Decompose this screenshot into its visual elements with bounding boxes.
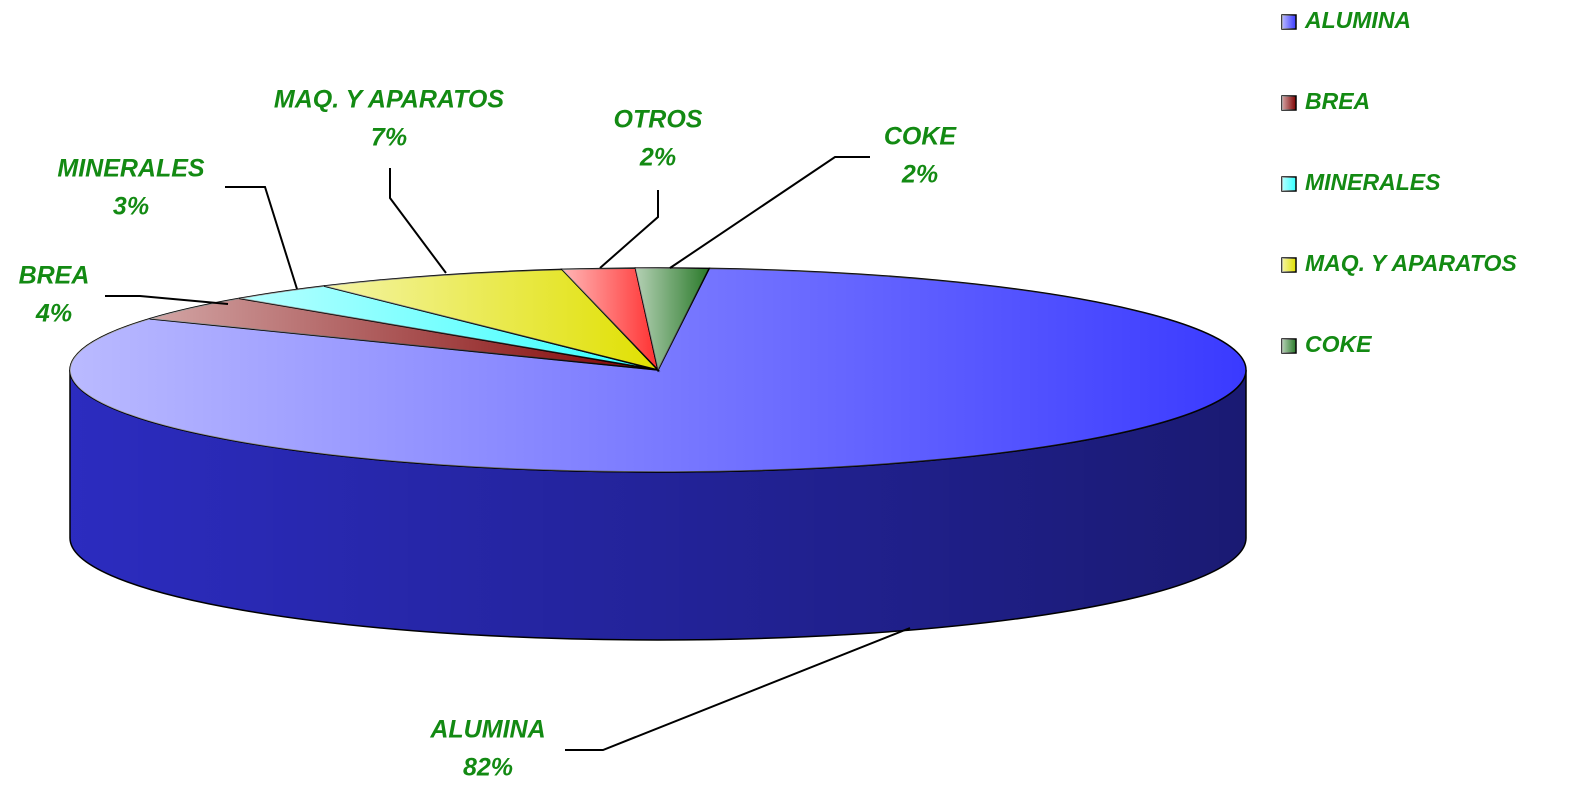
data-label-value: 4% (35, 300, 72, 328)
leader-line (599, 190, 659, 269)
data-label-name: MINERALES (57, 155, 205, 183)
legend-swatch-shine (1282, 177, 1296, 191)
leader-line (565, 627, 911, 751)
legend-label: MINERALES (1305, 169, 1441, 195)
legend-swatch-shine (1282, 339, 1296, 353)
leader-line (105, 295, 229, 305)
data-label-name: BREA (19, 262, 90, 290)
data-label-value: 2% (639, 144, 676, 172)
legend-label: BREA (1305, 88, 1370, 114)
slice-side-shade (70, 370, 1246, 640)
legend-swatch-shine (1282, 15, 1296, 29)
legend-label: COKE (1305, 331, 1372, 357)
slice-shine (149, 298, 659, 370)
slice-shine (239, 286, 659, 370)
data-label-value: 82% (463, 754, 513, 782)
data-label-name: ALUMINA (429, 716, 545, 744)
slice-shine (635, 268, 710, 370)
legend-label: MAQ. Y APARATOS (1305, 250, 1517, 276)
leader-line (389, 168, 447, 274)
data-label-value: 3% (113, 193, 149, 221)
leader-line (225, 186, 298, 290)
legend-swatch-shine (1282, 96, 1296, 110)
data-label-value: 7% (371, 124, 407, 152)
slice-shine (561, 268, 658, 370)
leader-line (669, 156, 870, 269)
data-label-name: OTROS (614, 106, 703, 134)
data-label-name: MAQ. Y APARATOS (274, 86, 504, 114)
slice-shine (324, 269, 658, 370)
data-label-value: 2% (901, 161, 938, 189)
data-label-name: COKE (884, 123, 958, 151)
legend-label: ALUMINA (1304, 7, 1411, 33)
legend-swatch-shine (1282, 258, 1296, 272)
